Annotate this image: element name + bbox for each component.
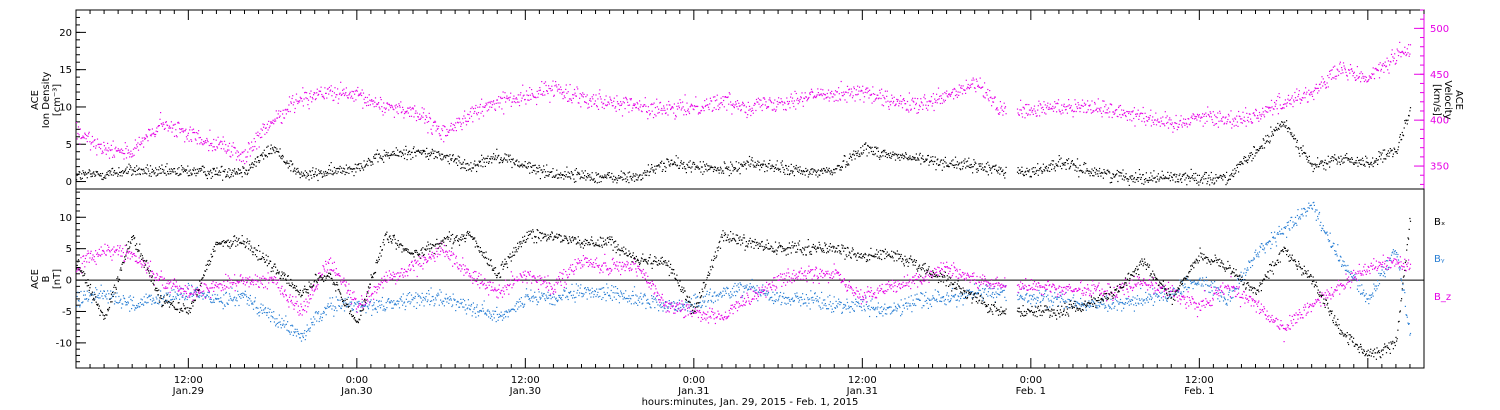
left-axis-label-top: ACEIon Density[cm⁻³] xyxy=(30,72,63,129)
y-tick-label-b: 0 xyxy=(66,276,72,287)
x-tick-label-date: Jan.30 xyxy=(340,386,372,397)
x-tick-label-time: 12:00 xyxy=(1185,375,1214,386)
x-axis-title: hours:minutes, Jan. 29, 2015 - Feb. 1, 2… xyxy=(642,397,859,408)
x-axis: 12:00Jan.290:00Jan.3012:00Jan.300:00Jan.… xyxy=(75,10,1425,397)
x-tick-label-date: Feb. 1 xyxy=(1016,386,1046,397)
y-tick-label-b: -10 xyxy=(56,338,72,349)
y-tick-label-right: 350 xyxy=(1430,162,1449,173)
x-tick-label-date: Jan.29 xyxy=(172,386,204,397)
y-tick-label-b: 5 xyxy=(66,244,72,255)
y-tick-label-right: 400 xyxy=(1430,116,1449,127)
right-axis-label-top: ACEVelocity[km/s] xyxy=(1431,80,1464,119)
legend-by: Bᵧ xyxy=(1434,254,1445,265)
y-tick-label-left: 5 xyxy=(66,140,72,151)
y-tick-label-left: 0 xyxy=(66,177,72,188)
y-tick-label-left: 20 xyxy=(59,28,72,39)
legend-bx: Bₓ xyxy=(1434,217,1445,228)
y-tick-label-right: 450 xyxy=(1430,70,1449,81)
top-panel: 0 5 10 15 20 350 400 450 500 ACEIon Density[cm⁻³]… xyxy=(30,9,1464,190)
x-tick-label-date: Jan.30 xyxy=(509,386,541,397)
y-tick-label-left: 15 xyxy=(59,65,72,76)
series-velocity xyxy=(76,41,1412,165)
x-tick-label-time: 0:00 xyxy=(683,375,705,386)
y-tick-label-left: 10 xyxy=(59,102,72,113)
y-tick-label-right: 500 xyxy=(1430,24,1449,35)
legend-bz: B_z xyxy=(1434,292,1451,303)
series-by xyxy=(76,201,1412,342)
x-tick-label-time: 12:00 xyxy=(511,375,540,386)
x-tick-label-date: Feb. 1 xyxy=(1184,386,1214,397)
x-tick-label-time: 12:00 xyxy=(848,375,877,386)
x-tick-label-date: Jan.31 xyxy=(677,386,709,397)
series-bx xyxy=(76,217,1412,360)
top-panel-frame xyxy=(75,9,1425,190)
bottom-panel-frame xyxy=(75,188,1425,369)
x-tick-label-time: 0:00 xyxy=(346,375,368,386)
x-tick-label-date: Jan.31 xyxy=(846,386,878,397)
y-tick-label-b: 10 xyxy=(59,213,72,224)
left-axis-label-bottom: ACEB[nT] xyxy=(30,269,63,289)
x-tick-label-time: 0:00 xyxy=(1020,375,1042,386)
y-tick-label-b: -5 xyxy=(62,307,72,318)
x-tick-label-time: 12:00 xyxy=(174,375,203,386)
series-ion-density xyxy=(76,107,1412,186)
bottom-panel: -10 -5 0 5 10 ACEB[nT] xyxy=(30,188,1425,369)
